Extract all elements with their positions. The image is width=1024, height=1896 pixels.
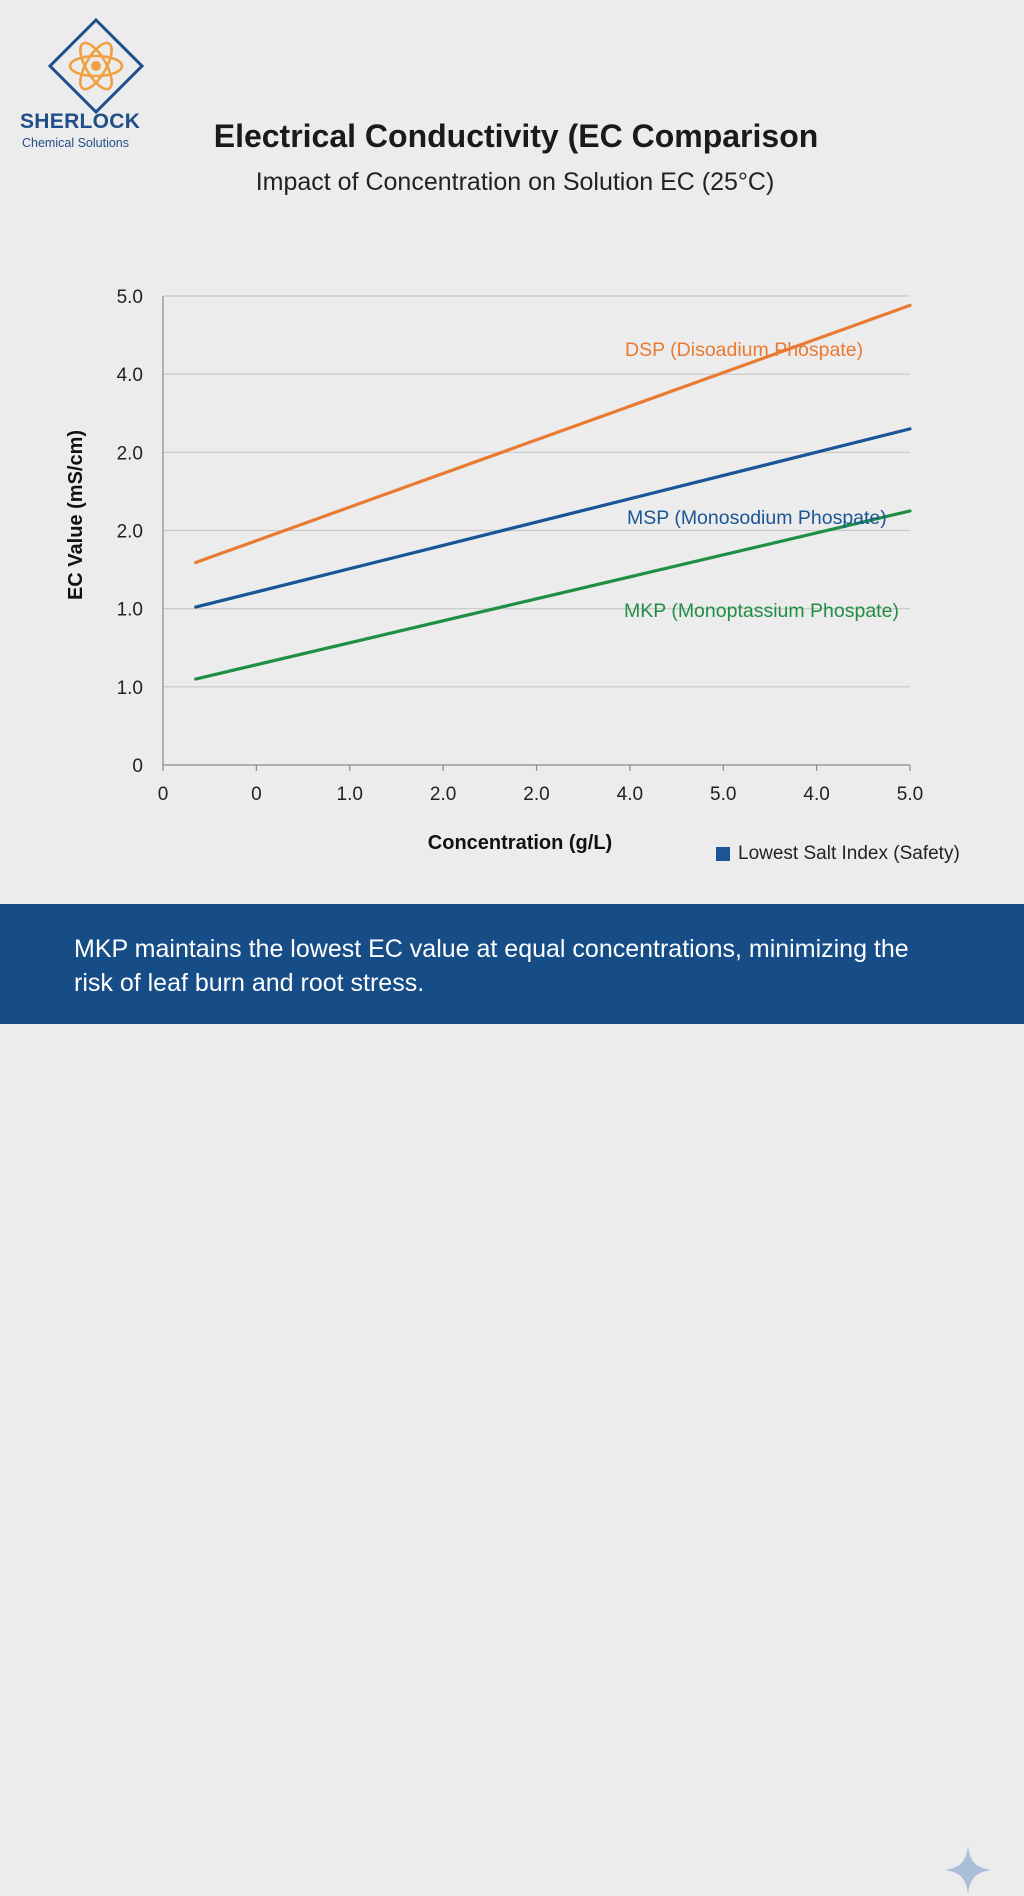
y-tick-label: 5.0 (117, 287, 143, 308)
series-label-1: DSP (Disoadium Phospate) (625, 339, 863, 361)
sparkle-icon (944, 1846, 992, 1894)
legend: Lowest Salt Index (Safety) (716, 842, 960, 866)
series-line-3 (194, 509, 912, 681)
x-tick-label: 5.0 (710, 784, 736, 805)
x-tick-label: 2.0 (430, 784, 456, 805)
x-tick-label: 1.0 (337, 784, 363, 805)
atom-diamond-logo-icon (48, 18, 144, 114)
line-chart: 01.01.02.02.04.05.00 0 1.0 2.0 2.0 4.0 5.0 4.0 5… (65, 287, 923, 854)
footer-banner: MKP maintains the lowest EC value at equ… (0, 904, 1024, 1894)
y-tick-label: 1.0 (117, 678, 143, 699)
footer-text: MKP maintains the lowest EC value at equ… (74, 935, 909, 997)
x-tick-label: 4.0 (617, 784, 643, 805)
y-tick-label: 1.0 (117, 600, 143, 621)
legend-label: Lowest Salt Index (Safety) (738, 843, 960, 864)
series-label-2: MSP (Monosodium Phospate) (627, 507, 887, 529)
x-axis-title: Concentration (g/L) (428, 832, 612, 854)
x-tick-label: 2.0 (523, 784, 549, 805)
series-label-3: MKP (Monoptassium Phospate) (624, 600, 899, 622)
brand-tagline: Chemical Solutions (22, 136, 129, 150)
x-tick-label: 5.0 (897, 784, 923, 805)
x-tick-label: 4.0 (803, 784, 829, 805)
chart-title: Electrical Conductivity (EC Comparison (213, 118, 819, 154)
y-tick-label: 0 (132, 756, 143, 777)
chart-subtitle: Impact of Concentration on Solution EC (… (255, 168, 775, 196)
series-line-1 (194, 303, 912, 565)
y-tick-label: 4.0 (117, 365, 143, 386)
y-tick-label: 2.0 (117, 443, 143, 464)
x-tick-label: 0 (251, 784, 262, 805)
y-axis-title: EC Value (mS/cm) (65, 430, 87, 600)
x-tick-label: 0 (158, 784, 169, 805)
series-line-2 (194, 427, 912, 609)
legend-swatch (716, 847, 730, 861)
y-tick-label: 2.0 (117, 522, 143, 543)
brand-name: SHERLOCK (20, 110, 141, 133)
